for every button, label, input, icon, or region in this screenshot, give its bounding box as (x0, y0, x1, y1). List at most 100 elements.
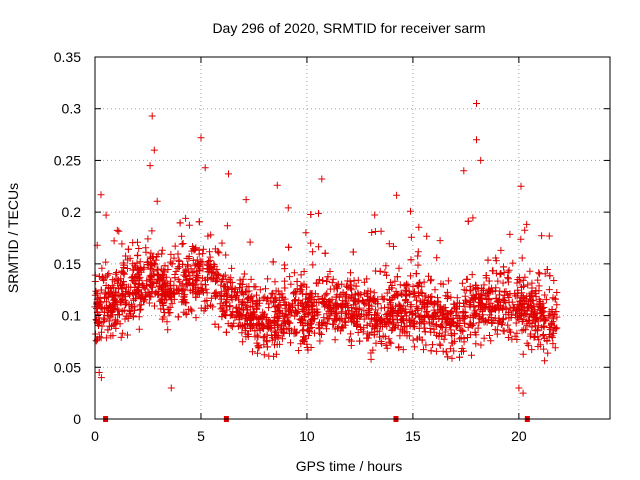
data-point (461, 292, 469, 300)
data-point (173, 285, 181, 293)
data-point (326, 304, 333, 312)
data-point (412, 270, 420, 278)
x-tick-label: 15 (405, 428, 421, 444)
data-point (291, 307, 299, 315)
data-point (377, 227, 385, 235)
data-point (537, 310, 545, 318)
data-point (460, 338, 468, 346)
data-point (487, 337, 495, 345)
data-point (476, 299, 484, 307)
data-point (528, 323, 536, 331)
data-point (167, 250, 175, 258)
data-point (109, 292, 117, 300)
data-point (339, 324, 347, 332)
data-point (118, 284, 126, 292)
data-point (432, 347, 440, 355)
data-point (454, 322, 462, 330)
data-point (246, 238, 254, 246)
data-point (101, 316, 109, 324)
data-point (167, 293, 175, 301)
data-point (264, 295, 272, 303)
data-point (268, 290, 276, 298)
data-point (110, 301, 118, 309)
data-point (444, 315, 451, 323)
data-point (211, 320, 219, 328)
data-point (300, 280, 308, 288)
data-point (496, 270, 504, 278)
data-point (215, 249, 223, 257)
data-point (186, 274, 194, 282)
grid-lines (95, 57, 610, 419)
data-point (269, 318, 277, 326)
data-point (247, 275, 255, 283)
data-point (414, 261, 422, 269)
data-point (391, 277, 399, 285)
data-point (104, 271, 111, 279)
data-point (124, 314, 132, 322)
data-point (385, 335, 393, 343)
data-point (216, 292, 224, 300)
data-point (306, 294, 314, 302)
data-point (458, 326, 466, 334)
data-point (256, 326, 264, 334)
data-point (363, 330, 371, 338)
data-point (419, 300, 427, 308)
data-point (133, 252, 141, 260)
data-point (239, 338, 247, 346)
data-point (331, 336, 339, 344)
data-point (505, 266, 513, 274)
data-point (492, 257, 500, 265)
data-point (542, 316, 550, 324)
data-point (425, 272, 432, 280)
data-point (164, 266, 172, 273)
data-point (202, 285, 210, 293)
data-point (399, 327, 406, 335)
data-point (504, 274, 512, 282)
data-point (242, 333, 250, 341)
data-point (378, 293, 386, 301)
data-point (105, 270, 113, 278)
data-point (171, 242, 179, 250)
data-point (228, 264, 236, 272)
data-point (269, 258, 277, 266)
data-point (167, 288, 175, 296)
data-point (548, 306, 556, 313)
data-point (215, 272, 223, 279)
data-point (133, 259, 141, 267)
data-point (153, 197, 161, 205)
data-point (323, 319, 331, 327)
data-point (549, 340, 557, 348)
data-point (274, 301, 282, 309)
data-point (134, 238, 141, 246)
data-point (553, 301, 561, 309)
data-point (459, 315, 467, 323)
data-point (395, 300, 403, 308)
data-point (428, 314, 436, 322)
data-point (302, 229, 310, 237)
data-point (278, 293, 286, 301)
data-point (144, 235, 152, 243)
data-point (389, 324, 397, 332)
data-point (497, 270, 505, 277)
data-point (162, 292, 169, 300)
data-point (530, 302, 538, 310)
data-point (309, 261, 317, 269)
data-point (487, 307, 495, 315)
data-point (410, 343, 418, 351)
data-point (492, 294, 500, 302)
data-point (389, 294, 397, 301)
data-point (321, 249, 329, 257)
data-point (359, 298, 367, 306)
data-point (551, 344, 559, 352)
data-point (137, 265, 145, 273)
data-point (149, 267, 157, 275)
data-point (513, 279, 521, 287)
data-point (132, 294, 140, 302)
data-point (406, 290, 414, 298)
data-point (386, 338, 394, 346)
data-point (135, 313, 143, 321)
data-point (309, 302, 317, 310)
data-point (119, 296, 126, 304)
data-point (427, 277, 434, 285)
data-point (319, 277, 327, 285)
